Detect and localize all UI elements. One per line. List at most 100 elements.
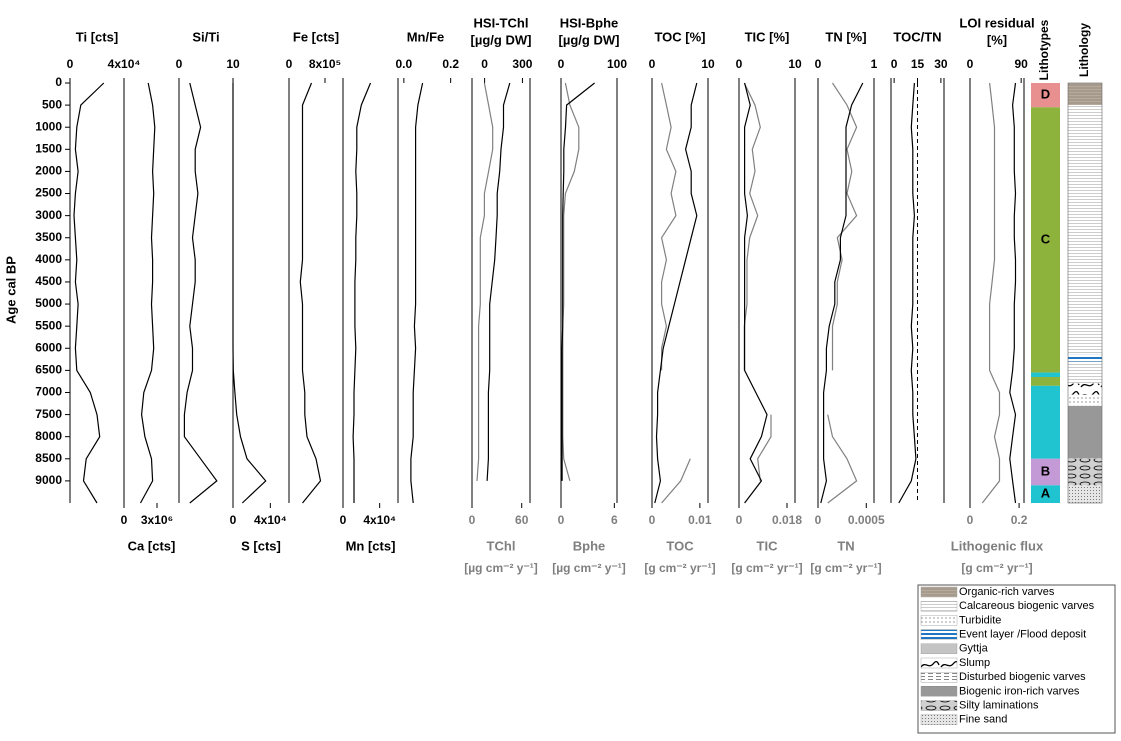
panel-title: Fe [cts]: [293, 29, 339, 44]
lithotype-segment: [1031, 485, 1060, 503]
lithotype-segment: [1031, 377, 1060, 386]
legend-swatch: [920, 714, 958, 725]
lithotype-segment: [1031, 372, 1060, 377]
y-tick-label: 7000: [35, 385, 62, 399]
panel-bottom-label: S [cts]: [241, 538, 281, 553]
lithology-title: Lithology: [1077, 23, 1091, 77]
panel-title: TN [%]: [825, 29, 866, 44]
profile-line: [1009, 82, 1017, 504]
panel-bottom-label: Lithogenic flux: [951, 538, 1044, 553]
profile-line: [820, 82, 864, 504]
profile-line: [898, 82, 917, 504]
y-tick-label: 6500: [35, 363, 62, 377]
legend-swatch: [920, 601, 958, 612]
x-tick-label: 0: [176, 57, 183, 71]
lithotype-label: C: [1041, 231, 1051, 246]
legend-swatch: [920, 615, 958, 626]
profile-line: [827, 82, 858, 504]
profile-line: [73, 82, 105, 504]
lithology-frame: [1067, 82, 1103, 504]
panel-title: Si/Ti: [192, 29, 219, 44]
x-tick-label: 0: [340, 513, 347, 527]
x-tick-label: 0: [230, 513, 237, 527]
y-axis-label: Age cal BP: [3, 256, 18, 324]
lithotype-label: A: [1041, 486, 1051, 501]
lithology-segment: [1068, 383, 1102, 395]
panel-bottom-unit: [µg cm⁻² y⁻¹]: [464, 561, 538, 575]
legend-label: Fine sand: [959, 714, 1007, 726]
panel-bottom-label: Mn [cts]: [346, 538, 396, 553]
lithotype-label: B: [1041, 463, 1050, 478]
panel-bottom-unit: [g cm⁻² yr⁻¹]: [731, 561, 802, 575]
x-tick-label: 0: [649, 57, 656, 71]
legend-label: Event layer /Flood deposit: [959, 629, 1086, 641]
y-tick-label: 2500: [35, 186, 62, 200]
x-tick-label: 0.0005: [848, 513, 885, 527]
legend-label: Silty laminations: [959, 700, 1039, 712]
y-tick-label: 9000: [35, 473, 62, 487]
legend-swatch: [920, 686, 958, 697]
lithology-segment: [1068, 83, 1102, 106]
lithotype-segment: [1031, 107, 1060, 373]
x-tick-label: 300: [512, 57, 532, 71]
profile-line: [654, 82, 698, 504]
panel-title: Ti [cts]: [76, 29, 118, 44]
lithology-segment: [1068, 394, 1102, 406]
profile-line: [139, 82, 156, 504]
lithology-segment: [1068, 105, 1102, 355]
y-tick-label: 0: [55, 75, 62, 89]
x-tick-label: 0.0: [396, 57, 413, 71]
x-tick-label: 0: [736, 57, 743, 71]
legend-swatch: [920, 700, 958, 711]
legend-label: Biogenic iron-rich varves: [959, 685, 1080, 697]
profile-line: [981, 82, 1001, 504]
x-tick-label: 0.2: [442, 57, 459, 71]
x-tick-label: 4x10⁴: [363, 513, 396, 527]
x-tick-label: 1: [871, 57, 878, 71]
x-tick-label: 0.2: [1011, 513, 1028, 527]
x-tick-label: 8x10⁵: [309, 57, 341, 71]
x-tick-label: 0.018: [772, 513, 802, 527]
panel-bottom-unit: [µg cm⁻² y⁻¹]: [552, 561, 626, 575]
y-tick-label: 5500: [35, 318, 62, 332]
x-tick-label: 0: [558, 57, 565, 71]
legend-swatch: [920, 629, 958, 640]
legend-label: Turbidite: [959, 614, 1001, 626]
panel-bottom-label: Ca [cts]: [128, 538, 176, 553]
panel-title: HSI-TChl: [474, 15, 529, 30]
lithotype-segment: [1031, 458, 1060, 486]
x-tick-label: 0: [891, 57, 898, 71]
y-tick-label: 8500: [35, 451, 62, 465]
lithotypes-title: Lithotypes: [1037, 19, 1051, 80]
profile-line: [410, 82, 424, 504]
x-tick-label: 0: [967, 513, 974, 527]
panel-bottom-unit: [g cm⁻² yr⁻¹]: [644, 561, 715, 575]
legend-label: Gyttja: [959, 643, 989, 655]
x-tick-label: 0: [67, 57, 74, 71]
panel-title: TIC [%]: [745, 29, 790, 44]
x-tick-label: 0: [815, 513, 822, 527]
legend-label: Slump: [959, 657, 990, 669]
y-tick-label: 6000: [35, 340, 62, 354]
profile-line: [660, 82, 691, 504]
lithotype-label: D: [1041, 87, 1050, 102]
x-tick-label: 4x10⁴: [254, 513, 287, 527]
y-tick-label: 1000: [35, 119, 62, 133]
profile-line: [561, 82, 595, 481]
x-tick-label: 0.01: [688, 513, 712, 527]
panel-bottom-label: TN: [837, 538, 854, 553]
x-tick-label: 0: [481, 57, 488, 71]
profile-line: [562, 82, 580, 482]
panel-bottom-label: TIC: [757, 538, 779, 553]
lithology-segment: [1068, 485, 1102, 503]
x-tick-label: 0: [815, 57, 822, 71]
lithotype-segment: [1031, 83, 1060, 108]
panel-title: HSI-Bphe: [560, 15, 619, 30]
legend-label: Organic-rich varves: [959, 586, 1055, 598]
x-tick-label: 6: [611, 513, 618, 527]
panel-bottom-unit: [g cm⁻² yr⁻¹]: [810, 561, 881, 575]
x-tick-label: 4x10⁴: [108, 57, 141, 71]
profile-line: [486, 82, 511, 481]
panel-title: TOC/TN: [893, 29, 941, 44]
